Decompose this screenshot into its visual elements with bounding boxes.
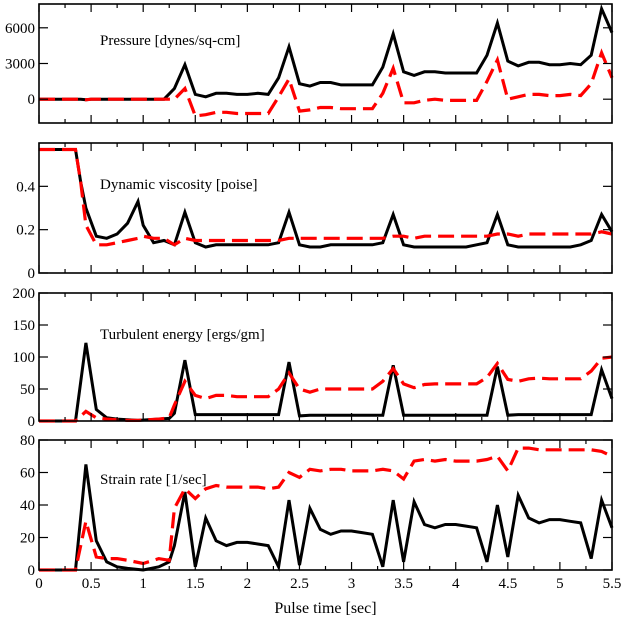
panel-3-frame (38, 292, 613, 422)
xtick-label: 5.5 (603, 576, 621, 592)
panel-1-ytick-label: 3000 (5, 57, 35, 73)
panel-2-frame (38, 142, 613, 274)
xtick-label: 3 (348, 576, 356, 592)
xtick-label: 0 (35, 576, 43, 592)
xtick-label: 4.5 (498, 576, 517, 592)
xtick-label: 2 (244, 576, 252, 592)
panel-3-series-solid (39, 342, 614, 423)
xtick-label: 1.5 (186, 576, 205, 592)
panel-2-series-solid (39, 148, 614, 249)
panel-4-ytick-label: 80 (20, 433, 35, 449)
panel-4-ytick-label: 60 (20, 466, 35, 482)
panel-1-series-dashed (39, 48, 614, 118)
panel-3-ytick-label: 150 (13, 318, 36, 334)
panel-3-ytick-label: 50 (20, 382, 35, 398)
panel-2-series-dashed (39, 147, 613, 247)
xtick-label: 3.5 (394, 576, 413, 592)
panel-1-ytick-label: 0 (28, 92, 36, 108)
xtick-label: 2.5 (290, 576, 309, 592)
panel-2-ytick-label: 0 (28, 266, 36, 282)
panel-2-title: Dynamic viscosity [poise] (100, 177, 257, 193)
panel-3-ytick-label: 100 (13, 350, 36, 366)
panel-4-ytick-label: 0 (28, 563, 36, 579)
xtick-label: 5 (556, 576, 564, 592)
panel-3-title: Turbulent energy [ergs/gm] (100, 327, 265, 343)
panel-1-ytick-label: 6000 (5, 21, 35, 37)
x-axis-label: Pulse time [sec] (274, 600, 376, 617)
panel-4-title: Strain rate [1/sec] (100, 472, 207, 488)
panel-1-series-solid (39, 3, 614, 102)
panel-3-ytick-label: 200 (13, 286, 36, 302)
xtick-label: 0.5 (82, 576, 101, 592)
panel-1-title: Pressure [dynes/sq-cm] (100, 33, 240, 49)
panel-4-ytick-label: 40 (20, 498, 35, 514)
xtick-label: 4 (452, 576, 460, 592)
panel-4-frame (38, 439, 613, 571)
panel-3-ytick-label: 0 (28, 414, 36, 430)
panel-2-ytick-label: 0.4 (16, 179, 35, 195)
panel-2-ytick-label: 0.2 (16, 223, 35, 239)
panel-3-series-dashed (39, 355, 613, 423)
xtick-label: 1 (139, 576, 147, 592)
panel-4-ytick-label: 20 (20, 531, 35, 547)
panel-4-series-dashed (39, 446, 613, 572)
panel-4-series-solid (39, 464, 614, 572)
